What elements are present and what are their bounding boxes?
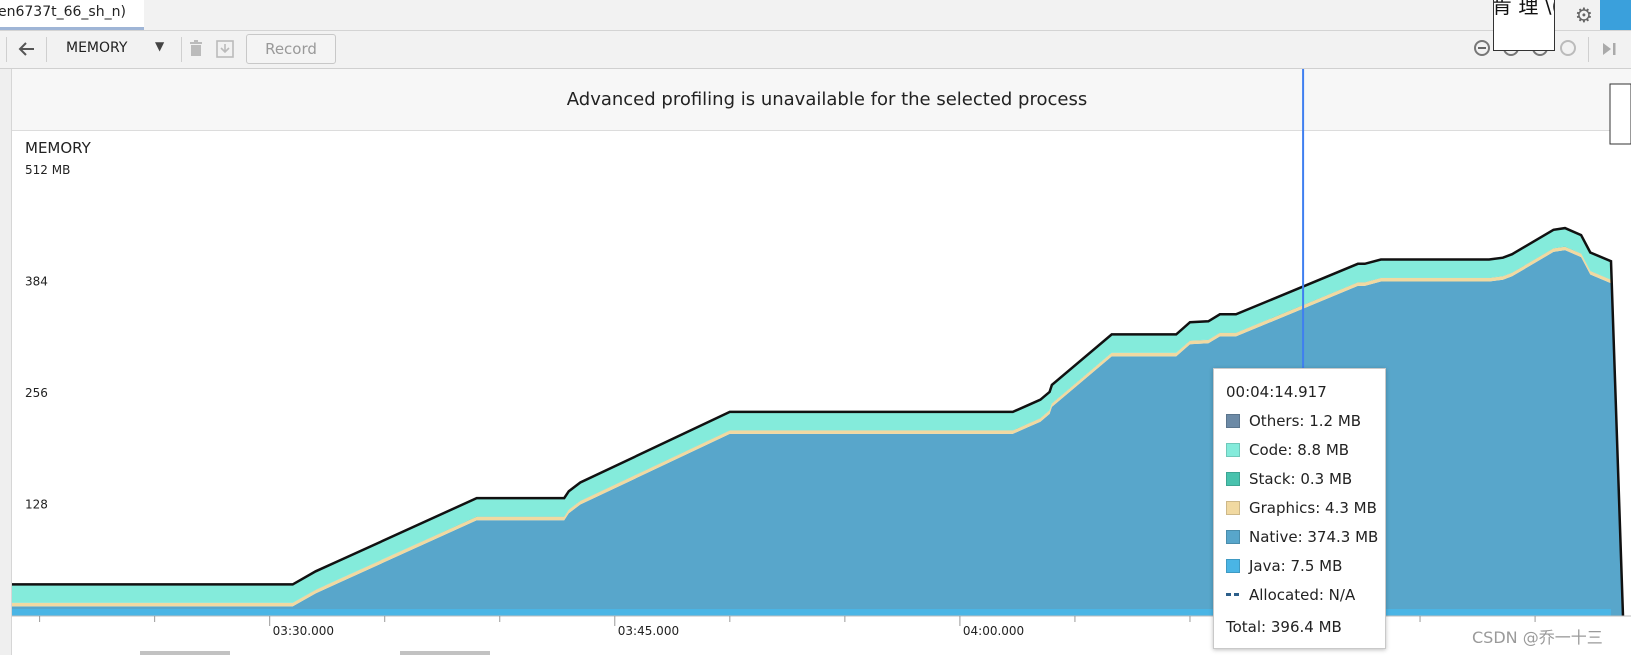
y-tick-label: 128 [25, 498, 48, 512]
overlay-edge [1609, 83, 1631, 145]
legend-swatch-icon [1226, 501, 1240, 515]
profiler-toolbar: MEMORY ▼ Record [0, 31, 1631, 69]
banner-message: Advanced profiling is unavailable for th… [566, 89, 1088, 110]
tooltip-row-label: Java: 7.5 MB [1249, 557, 1343, 575]
toolbar-separator [46, 37, 47, 62]
horizontal-scrollbar-thumb[interactable] [400, 651, 490, 655]
legend-swatch-icon [1226, 414, 1240, 428]
x-tick-label: 03:30.000 [273, 624, 334, 638]
tooltip-row: Allocated: N/A [1226, 586, 1355, 606]
y-tick-label: 256 [25, 386, 48, 400]
tooltip-row: Native: 374.3 MB [1226, 528, 1378, 548]
trash-icon[interactable] [185, 38, 207, 60]
zoom-out-icon[interactable] [1474, 40, 1490, 56]
monitor-select-label: MEMORY [66, 40, 128, 56]
tooltip-row-label: Allocated: N/A [1249, 586, 1356, 604]
tooltip-total: Total: 396.4 MB [1226, 618, 1342, 636]
area-java [12, 609, 1611, 616]
tooltip-row-label: Native: 374.3 MB [1249, 528, 1379, 546]
legend-swatch-icon [1226, 472, 1240, 486]
memory-tooltip: 00:04:14.917 Others: 1.2 MB Code: 8.8 MB S… [1213, 368, 1386, 649]
session-tab[interactable]: en6737t_66_sh_n) [0, 0, 144, 30]
download-icon[interactable] [214, 38, 236, 60]
horizontal-scrollbar-thumb[interactable] [140, 651, 230, 655]
toolbar-separator [1588, 37, 1589, 62]
tooltip-row-label: Stack: 0.3 MB [1249, 470, 1353, 488]
dashed-line-icon [1226, 588, 1240, 602]
record-button[interactable]: Record [246, 34, 336, 64]
tooltip-time: 00:04:14.917 [1226, 383, 1327, 401]
tooltip-row: Java: 7.5 MB [1226, 557, 1342, 577]
session-tab-label: en6737t_66_sh_n) [0, 4, 126, 20]
tooltip-row: Stack: 0.3 MB [1226, 470, 1352, 490]
legend-swatch-icon [1226, 559, 1240, 573]
session-tab-strip: en6737t_66_sh_n) ⚙ [0, 0, 1631, 31]
gear-icon[interactable]: ⚙ [1575, 3, 1593, 27]
total-memory-line [12, 226, 1625, 617]
profiling-banner: Advanced profiling is unavailable for th… [12, 69, 1631, 131]
area-code [12, 229, 1611, 603]
area-native [12, 250, 1611, 609]
monitor-select[interactable]: MEMORY ▼ [58, 36, 174, 63]
tooltip-row: Others: 1.2 MB [1226, 412, 1361, 432]
chart-title: MEMORY [25, 139, 91, 157]
toolbar-separator [6, 37, 7, 62]
y-tick-label: 384 [25, 275, 48, 289]
chevron-down-icon: ▼ [155, 39, 165, 53]
skip-to-end-icon[interactable] [1598, 38, 1620, 60]
legend-swatch-icon [1226, 443, 1240, 457]
x-tick-label: 04:00.000 [963, 624, 1024, 638]
tooltip-row: Code: 8.8 MB [1226, 441, 1349, 461]
legend-swatch-icon [1226, 530, 1240, 544]
tooltip-row: Graphics: 4.3 MB [1226, 499, 1377, 519]
left-gutter [0, 69, 12, 655]
watermark: CSDN @乔一十三 [1472, 628, 1603, 647]
fit-frame-icon[interactable] [1560, 40, 1576, 56]
tooltip-row-label: Others: 1.2 MB [1249, 412, 1362, 430]
toolbar-separator [181, 37, 182, 62]
overlay-popup-text: 肯 理 \( [1493, 0, 1555, 18]
tooltip-row-label: Graphics: 4.3 MB [1249, 499, 1377, 517]
y-tick-label: 512 MB [25, 163, 70, 177]
window-corner-accent [1600, 0, 1631, 30]
arrow-left-icon[interactable] [16, 38, 38, 60]
overlay-popup: 肯 理 \( [1493, 0, 1555, 51]
x-tick-label: 03:45.000 [618, 624, 679, 638]
tooltip-row-label: Code: 8.8 MB [1249, 441, 1350, 459]
